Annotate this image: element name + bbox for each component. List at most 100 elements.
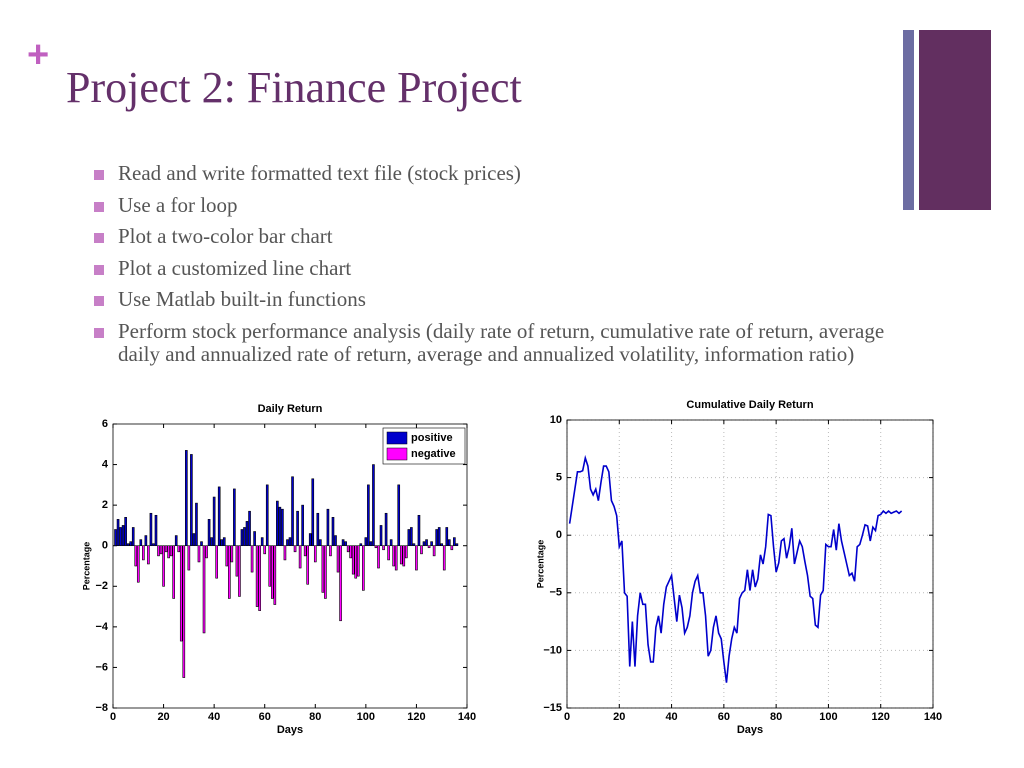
x-tick-label: 20 [613,711,625,723]
bar [116,519,120,547]
legend-label: negative [411,448,456,460]
bullet-list: Read and write formatted text file (stoc… [92,161,892,375]
bar [230,545,234,563]
bar [422,541,426,547]
bar [331,517,335,547]
chart-title: Cumulative Daily Return [686,399,813,411]
bar [200,541,203,547]
bar [136,545,140,583]
bar [359,543,363,547]
bar [233,488,236,547]
bar [349,545,352,559]
bar [124,517,127,547]
bar [149,512,153,547]
bar [121,525,125,547]
bar [212,496,216,547]
bar [190,454,193,547]
bar [298,545,302,569]
bar [447,539,451,547]
bar [437,527,441,547]
bar [228,545,231,599]
bar [319,539,322,547]
y-tick-label: −2 [95,580,108,592]
bar [321,545,325,593]
bar [356,545,360,577]
bar [258,545,261,611]
bar [260,537,264,547]
bar [291,476,294,547]
bar [402,545,406,567]
legend-swatch [386,447,408,461]
y-tick-label: 6 [102,418,108,430]
y-tick-label: 4 [102,458,109,470]
bar [253,531,256,547]
bar [440,543,444,547]
x-tick-label: 100 [819,711,837,723]
bar [420,545,423,555]
bar [392,545,395,567]
bar [281,508,284,547]
x-tick-label: 60 [259,711,271,723]
x-tick-label: 140 [458,711,476,723]
bar [134,545,138,567]
bullet: Perform stock performance analysis (dail… [92,319,892,367]
axes-box [112,423,468,709]
bar [313,545,317,563]
bar [372,464,375,547]
y-tick-label: −10 [543,644,562,656]
bar [245,521,249,547]
bar [399,545,403,565]
y-axis-label: Percentage [535,540,545,589]
y-tick-label: 0 [556,529,562,541]
bar [283,545,287,561]
bar [172,545,175,599]
bar [445,527,449,547]
x-tick-label: 100 [357,711,375,723]
bar [442,545,446,571]
bar [217,486,221,547]
bar [152,543,155,547]
bar [293,545,297,553]
bar [425,539,428,547]
bullet: Read and write formatted text file (stoc… [92,161,892,186]
bar [387,545,390,561]
bullet: Use Matlab built-in functions [92,287,892,312]
bar [195,502,198,547]
bar [303,545,307,557]
bar [220,539,224,547]
bar [169,545,173,557]
bar [192,533,196,547]
bar [450,545,454,551]
plus-mark: + [27,34,50,76]
x-tick-label: 60 [718,711,730,723]
x-axis-label: Days [737,724,763,736]
decor-bar [919,30,991,210]
bar [329,545,332,557]
bar [197,545,201,563]
bar [427,545,431,549]
bar [417,514,421,547]
bar [334,535,337,547]
bar [114,529,117,547]
bar [238,545,241,597]
bar [268,545,272,587]
bar [235,545,239,577]
y-tick-label: 2 [102,499,108,511]
x-tick-label: 40 [208,711,220,723]
bar [174,535,178,547]
bar [270,545,274,599]
bar [142,545,145,561]
bar [326,508,330,547]
bar [344,541,347,547]
bar [164,545,168,553]
bar [207,519,211,547]
bar [301,504,304,547]
bar [126,543,130,547]
bar [341,539,345,547]
bar [250,545,254,573]
bar [240,529,244,547]
y-tick-label: −8 [95,702,108,714]
bar [405,545,408,559]
bar [265,484,269,547]
bar [222,537,226,547]
